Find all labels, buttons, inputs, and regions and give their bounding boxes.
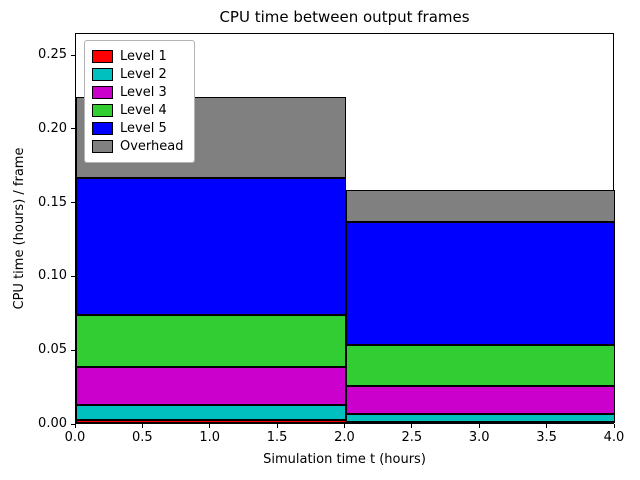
bar1-segment-level-4: [76, 315, 346, 367]
bar2-segment-overhead: [345, 189, 615, 223]
legend-item-overhead: Overhead: [92, 139, 184, 154]
y-tick-mark: [71, 202, 75, 204]
legend-label: Level 3: [120, 85, 167, 100]
bar2-segment-level-3: [345, 386, 615, 415]
legend-swatch-level-5: [92, 122, 113, 135]
x-tick-label: 4.0: [603, 430, 625, 445]
y-tick-mark: [71, 349, 75, 351]
x-tick-label: 0.0: [64, 430, 86, 445]
x-tick-mark: [276, 424, 278, 428]
y-tick-label: 0.20: [38, 120, 67, 136]
y-axis-label: CPU time (hours) / frame: [12, 147, 27, 310]
x-axis-label: Simulation time t (hours): [263, 452, 426, 467]
y-tick-mark: [71, 128, 75, 130]
bar2-segment-level-2: [345, 414, 615, 422]
x-tick-mark: [478, 424, 480, 428]
x-tick-mark: [209, 424, 211, 428]
legend-swatch-level-4: [92, 104, 113, 117]
bar1-segment-level-2: [76, 405, 346, 421]
y-tick-label: 0.10: [38, 268, 67, 284]
x-tick-label: 1.0: [199, 430, 221, 445]
bar1-segment-level-3: [76, 366, 346, 406]
bar1-segment-level-1: [76, 420, 346, 423]
x-tick-label: 3.0: [468, 430, 490, 445]
plot-area: [75, 33, 615, 424]
x-tick-mark: [74, 424, 76, 428]
legend-item-level-5: Level 5: [92, 121, 184, 136]
x-tick-mark: [546, 424, 548, 428]
y-tick-label: 0.15: [38, 194, 67, 210]
x-tick-label: 1.5: [266, 430, 288, 445]
x-tick-mark: [613, 424, 615, 428]
y-tick-mark: [71, 54, 75, 56]
x-tick-label: 2.5: [401, 430, 423, 445]
x-tick-label: 3.5: [536, 430, 557, 445]
legend-label: Level 1: [120, 49, 167, 64]
chart-title: CPU time between output frames: [219, 8, 470, 26]
legend-item-level-2: Level 2: [92, 67, 184, 82]
y-tick-label: 0.00: [38, 416, 67, 431]
y-tick-label: 0.25: [38, 47, 67, 63]
bar1-segment-level-5: [76, 178, 346, 316]
legend-swatch-level-1: [92, 50, 113, 63]
legend: Level 1 Level 2 Level 3 Level 4 Level 5 Overh…: [84, 40, 195, 163]
y-tick-mark: [71, 275, 75, 277]
x-tick-mark: [411, 424, 413, 428]
legend-label: Level 4: [120, 103, 167, 118]
y-tick-mark: [71, 423, 75, 425]
x-tick-label: 0.5: [132, 430, 153, 445]
legend-item-level-1: Level 1: [92, 49, 184, 64]
legend-item-level-4: Level 4: [92, 103, 184, 118]
bar2-segment-level-5: [345, 222, 615, 345]
legend-label: Level 2: [120, 67, 167, 82]
bar2-segment-level-4: [345, 344, 615, 387]
legend-swatch-level-2: [92, 68, 113, 81]
x-tick-label: 2.0: [334, 430, 355, 445]
x-tick-mark: [344, 424, 345, 428]
x-tick-mark: [141, 424, 143, 428]
legend-item-level-3: Level 3: [92, 85, 184, 100]
y-tick-label: 0.05: [38, 342, 67, 358]
legend-swatch-overhead: [92, 140, 113, 153]
legend-label: Level 5: [120, 121, 167, 136]
legend-swatch-level-3: [92, 86, 113, 99]
legend-label: Overhead: [120, 139, 184, 154]
